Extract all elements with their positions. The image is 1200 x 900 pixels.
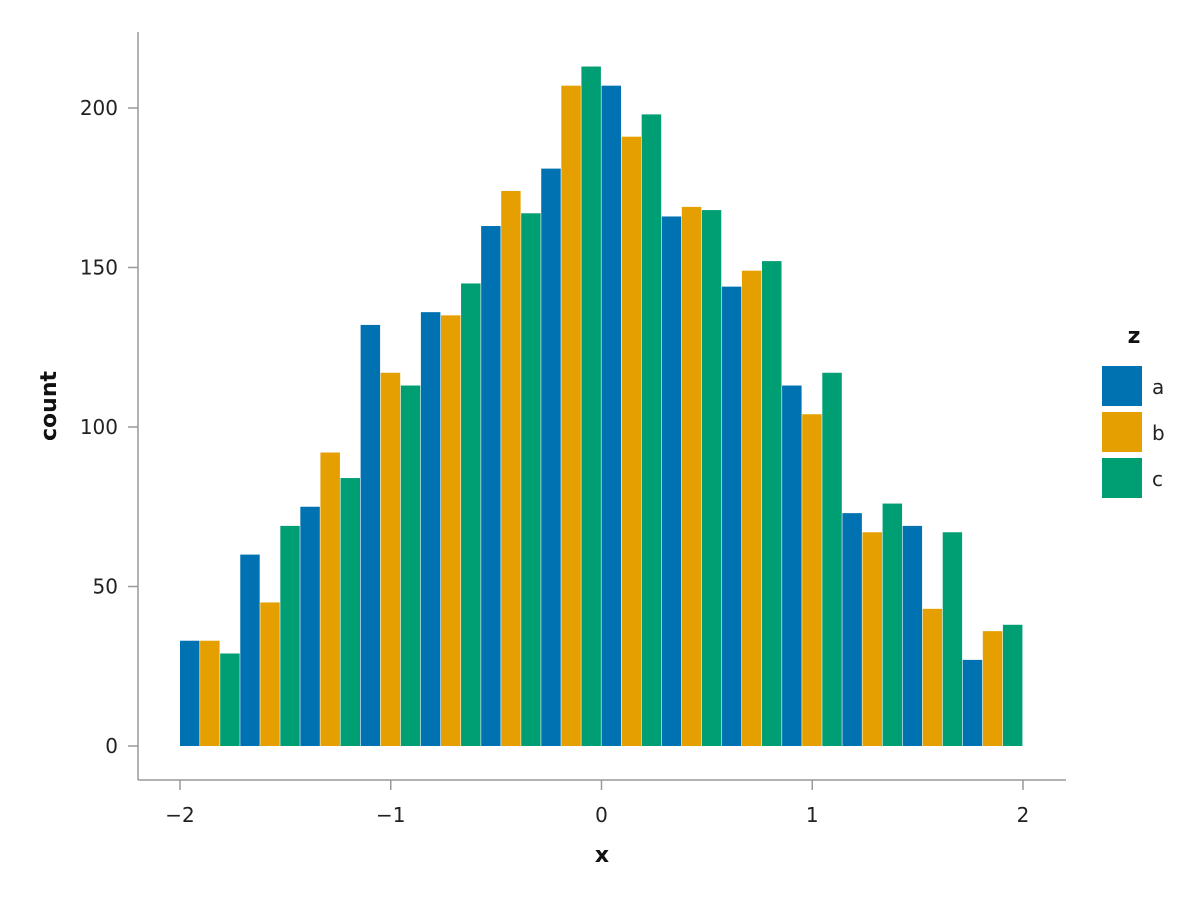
bar-c-bin-4 — [461, 283, 481, 746]
bar-c-bin-8 — [701, 210, 722, 746]
bar-c-bin-3 — [400, 385, 421, 746]
bar-a-bin-4 — [420, 312, 441, 746]
bar-b-bin-10 — [802, 414, 822, 746]
bar-a-bin-7 — [601, 85, 621, 747]
bar-a-bin-0 — [180, 640, 200, 746]
y-tick-label: 100 — [80, 415, 118, 439]
bar-c-bin-2 — [340, 478, 361, 746]
bar-a-bin-5 — [481, 226, 501, 746]
bar-a-bin-1 — [240, 554, 260, 746]
bar-a-bin-8 — [661, 216, 682, 746]
x-tick-label: 2 — [1017, 803, 1030, 827]
bar-c-bin-5 — [521, 213, 541, 746]
x-tick-label: 0 — [595, 803, 608, 827]
bar-c-bin-1 — [280, 525, 300, 746]
bar-b-bin-8 — [681, 206, 702, 746]
bar-a-bin-11 — [842, 513, 862, 746]
x-tick-label: −1 — [376, 803, 405, 827]
bar-b-bin-13 — [982, 631, 1003, 746]
bar-c-bin-6 — [581, 66, 601, 746]
legend-swatch-b — [1102, 412, 1142, 452]
bar-c-bin-0 — [220, 653, 240, 746]
legend-label-b: b — [1152, 421, 1165, 445]
bar-c-bin-7 — [641, 114, 662, 746]
legend: z abc — [1102, 324, 1165, 498]
x-tick-label: 1 — [806, 803, 819, 827]
bar-b-bin-4 — [440, 315, 461, 746]
y-tick-label: 150 — [80, 256, 118, 280]
bar-b-bin-11 — [862, 532, 882, 746]
bar-b-bin-12 — [922, 608, 943, 746]
bar-a-bin-12 — [902, 525, 923, 746]
x-axis-ticks: −2 −1 0 1 2 — [165, 780, 1029, 827]
y-axis-title: count — [37, 371, 62, 441]
bar-a-bin-10 — [782, 385, 802, 746]
bar-c-bin-9 — [762, 261, 782, 746]
bar-a-bin-6 — [541, 168, 561, 747]
legend-label-a: a — [1152, 375, 1164, 399]
y-axis-ticks: 0 50 100 150 200 — [80, 96, 138, 758]
y-tick-label: 50 — [93, 575, 118, 599]
bar-a-bin-3 — [360, 324, 381, 746]
bar-c-bin-11 — [882, 503, 903, 746]
y-tick-label: 200 — [80, 96, 118, 120]
legend-label-c: c — [1152, 467, 1163, 491]
x-tick-label: −2 — [165, 803, 194, 827]
legend-swatch-c — [1102, 458, 1142, 498]
bar-a-bin-9 — [721, 286, 742, 746]
y-tick-label: 0 — [105, 734, 118, 758]
bar-c-bin-13 — [1002, 624, 1023, 746]
bar-c-bin-12 — [942, 532, 963, 746]
legend-swatch-a — [1102, 366, 1142, 406]
bar-c-bin-10 — [822, 372, 842, 746]
bar-b-bin-7 — [621, 136, 642, 746]
bar-b-bin-5 — [501, 190, 521, 746]
bar-a-bin-2 — [300, 506, 320, 746]
bar-b-bin-3 — [380, 372, 401, 746]
bar-b-bin-6 — [561, 85, 581, 747]
legend-title: z — [1128, 324, 1141, 349]
bar-a-bin-13 — [962, 659, 983, 746]
x-axis-title: x — [595, 843, 609, 868]
bar-b-bin-2 — [320, 452, 340, 746]
bar-b-bin-0 — [200, 640, 220, 746]
bar-b-bin-1 — [260, 602, 280, 746]
bar-b-bin-9 — [741, 270, 762, 746]
bars-layer — [180, 66, 1023, 747]
